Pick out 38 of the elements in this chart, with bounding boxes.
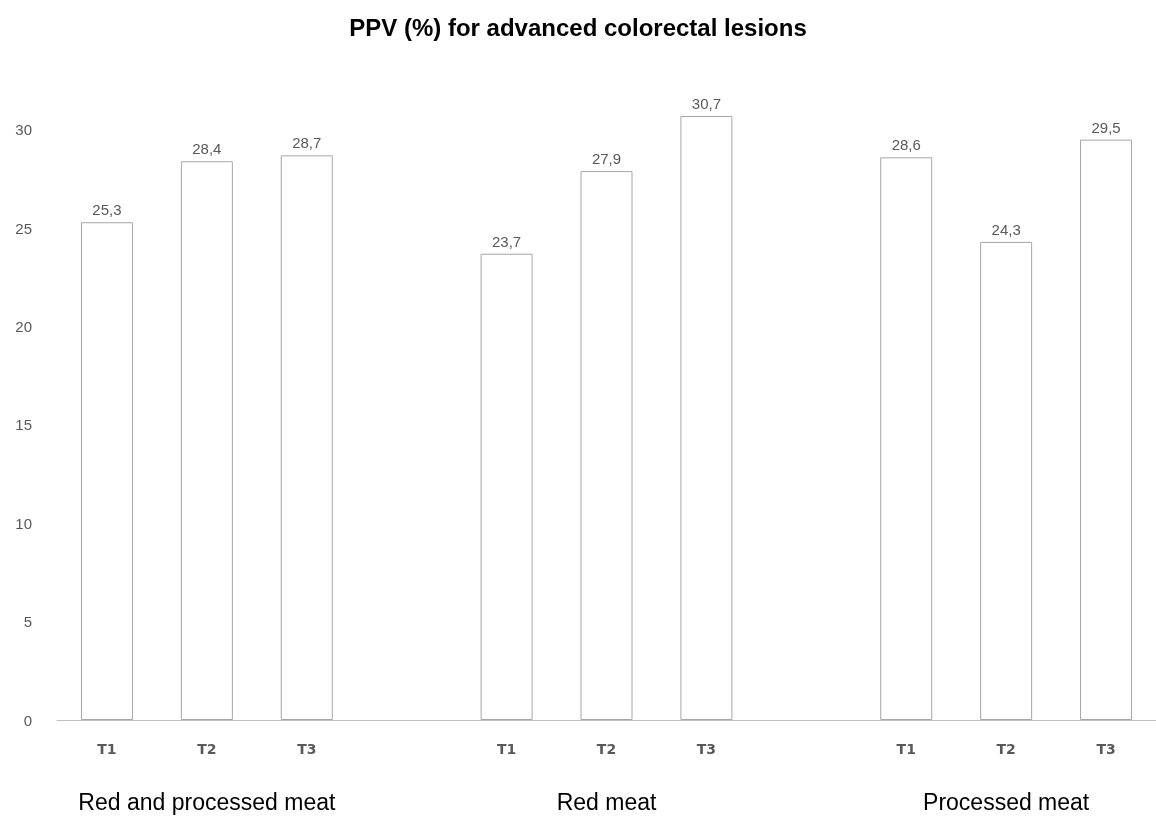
bar: [880, 157, 933, 720]
bar: [180, 161, 233, 720]
bar: [1080, 139, 1133, 720]
x-tick-label: T2: [596, 741, 617, 757]
data-label: 28,6: [891, 136, 921, 154]
data-label: 27,9: [591, 150, 622, 168]
bar: [80, 222, 133, 720]
y-tick-label: 10: [15, 514, 32, 532]
x-tick-label: T1: [896, 741, 916, 757]
data-label: 24,3: [991, 220, 1021, 238]
y-tick-label: 15: [15, 416, 32, 434]
data-label: 28,4: [192, 140, 222, 158]
data-label: 23,7: [491, 232, 522, 250]
x-tick-label: T1: [496, 741, 517, 757]
y-tick-label: 5: [23, 613, 32, 631]
data-label: 30,7: [691, 95, 722, 112]
text: Red and processed meat: [78, 789, 336, 815]
x-tick-label: T1: [97, 741, 117, 757]
bar: [280, 155, 333, 720]
bar: [480, 253, 533, 720]
y-tick-label: 25: [15, 219, 32, 237]
text: Processed meat: [923, 789, 1090, 815]
bar: [980, 241, 1033, 720]
x-tick-label: T3: [696, 741, 717, 757]
y-tick-label: 20: [15, 318, 32, 336]
y-tick-label: 0: [23, 711, 32, 729]
text: Red meat: [556, 789, 657, 815]
x-tick-label: T3: [1096, 741, 1116, 757]
y-tick-label: 30: [15, 121, 32, 139]
data-label: 29,5: [1091, 118, 1121, 136]
x-tick-label: T3: [297, 741, 317, 757]
data-label: 25,3: [92, 201, 122, 219]
bar: [680, 116, 733, 720]
x-tick-label: T2: [996, 741, 1016, 757]
x-tick-label: T2: [197, 741, 217, 757]
data-label: 28,7: [292, 134, 322, 152]
bar: [580, 171, 633, 720]
chart-title: PPV (%) for advanced colorectal lesions: [349, 13, 807, 41]
